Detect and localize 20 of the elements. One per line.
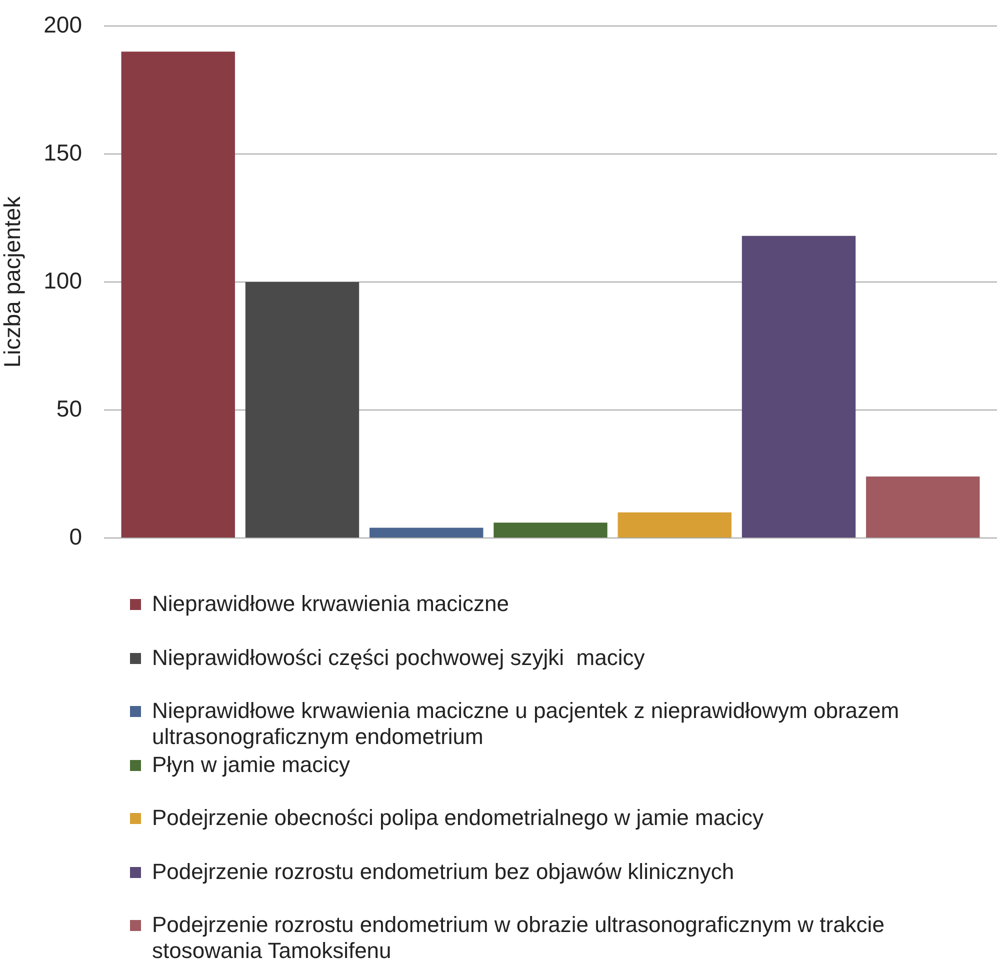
y-axis-title: Liczba pacjentek	[0, 196, 26, 368]
bar	[866, 476, 980, 538]
legend-label: Podejrzenie obecności polipa endometrialnego w jamie macicy	[152, 805, 764, 831]
bar	[121, 52, 235, 538]
bar	[370, 528, 484, 538]
y-tick-label: 150	[44, 139, 82, 166]
bar	[494, 522, 608, 538]
y-tick-label: 0	[69, 523, 82, 550]
y-tick-label: 200	[44, 11, 82, 38]
legend-label: Nieprawidłowe krwawienia maciczne	[152, 591, 510, 617]
y-tick-label: 50	[56, 395, 82, 422]
legend-label: Nieprawidłowości części pochwowej szyjki macicy	[152, 644, 645, 670]
bar	[618, 512, 732, 538]
legend-label: Płyn w jamie macicy	[152, 752, 350, 778]
bar	[742, 236, 856, 538]
bar	[245, 282, 360, 538]
legend-label: Podejrzenie rozrostu endometrium w obrazie ultrasonograficznym w trakcie stosowania Tamoksifenu	[152, 912, 886, 964]
y-tick-label: 100	[44, 267, 82, 294]
legend-label: Podejrzenie rozrostu endometrium bez objawów klinicznych	[152, 858, 734, 884]
legend-label: Nieprawidłowe krwawienia maciczne u pacjentek z nieprawidłowym obrazem ultrasonograficznym endometrium	[152, 698, 900, 750]
